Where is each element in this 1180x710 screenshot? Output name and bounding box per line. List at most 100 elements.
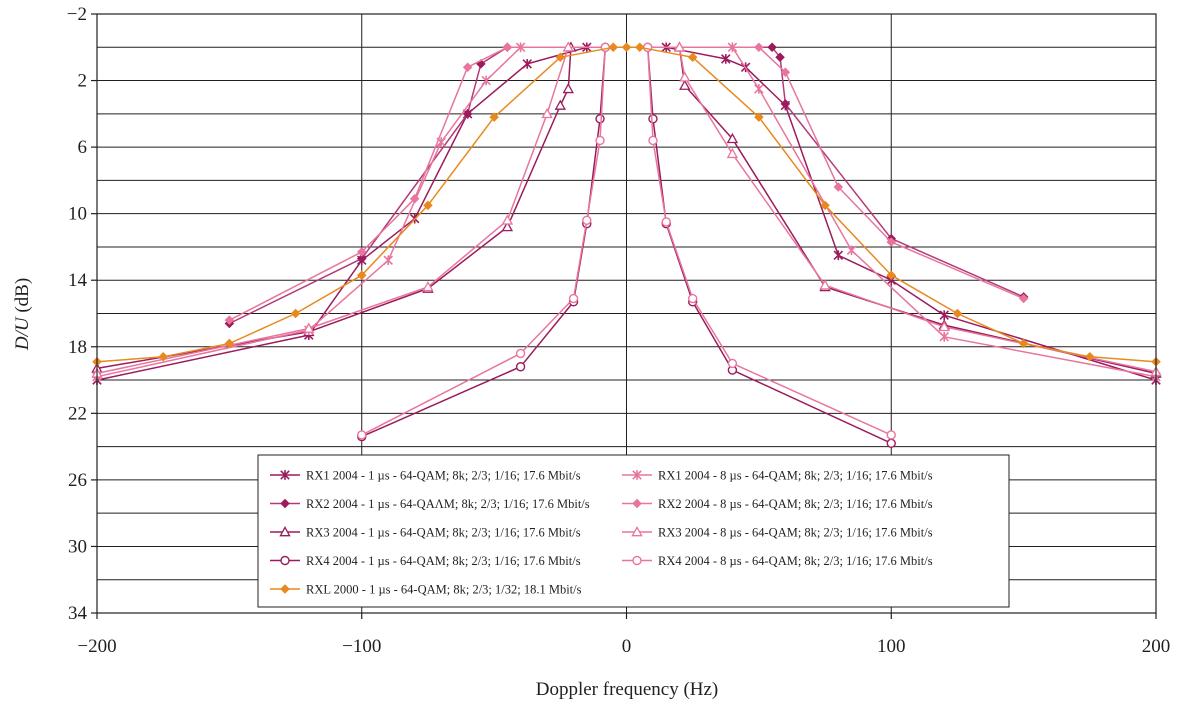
data-point — [1018, 293, 1029, 304]
data-point — [648, 135, 658, 146]
data-point — [303, 322, 315, 333]
data-point — [280, 498, 290, 509]
data-point — [356, 247, 367, 257]
legend-label: RX3 2004 - 1 µs - 64-QAM; 8k; 2/3; 1/16;… — [306, 526, 581, 540]
data-point — [501, 214, 514, 225]
y-tick-label: −2 — [67, 4, 87, 25]
data-point — [886, 270, 897, 280]
x-axis-title: Doppler frequency (Hz) — [536, 679, 719, 700]
y-tick-label: 30 — [68, 536, 87, 557]
y-tick-label: 6 — [78, 137, 88, 158]
x-tick-label: −200 — [77, 636, 116, 657]
data-point — [515, 362, 526, 372]
data-point — [939, 331, 949, 342]
legend-label: RX2 2004 - 8 µs - 64-QAM; 8k; 2/3; 1/16;… — [658, 497, 933, 511]
data-point — [775, 52, 785, 63]
data-point — [422, 280, 434, 292]
data-point — [726, 147, 739, 159]
data-point — [595, 135, 605, 146]
data-point — [632, 498, 642, 509]
y-tick-label: 2 — [78, 71, 88, 92]
data-point — [158, 351, 168, 362]
legend-label: RX4 2004 - 8 µs - 64-QAM; 8k; 2/3; 1/16;… — [658, 554, 933, 568]
y-axis-title-unit: (dB) — [12, 278, 33, 318]
data-point — [568, 293, 579, 304]
data-point — [726, 132, 739, 144]
data-point — [409, 193, 420, 204]
y-tick-label: 22 — [68, 403, 87, 424]
y-tick-label: 26 — [68, 470, 87, 491]
data-point — [767, 42, 777, 53]
legend-label: RX1 2004 - 1 µs - 64-QAM; 8k; 2/3; 1/16;… — [306, 469, 581, 483]
data-point — [423, 200, 433, 211]
data-point — [780, 99, 791, 109]
data-point — [357, 430, 367, 440]
data-point — [501, 221, 514, 232]
y-tick-label: 10 — [68, 204, 87, 225]
data-point — [290, 308, 301, 319]
legend-label: RX1 2004 - 8 µs - 64-QAM; 8k; 2/3; 1/16;… — [658, 469, 933, 483]
data-point — [541, 107, 553, 119]
data-point — [754, 84, 764, 94]
data-point — [721, 54, 731, 64]
legend-box — [257, 454, 1010, 608]
data-point — [383, 255, 393, 266]
y-tick-label: 34 — [68, 603, 88, 624]
data-point — [661, 217, 671, 227]
data-point — [780, 67, 791, 78]
data-point — [1018, 338, 1029, 349]
x-tick-label: 200 — [1142, 636, 1171, 657]
data-point — [632, 470, 642, 480]
legend-item: RX3 2004 - 1 µs - 64-QAM; 8k; 2/3; 1/16;… — [270, 526, 581, 540]
data-point — [621, 42, 632, 53]
data-point — [754, 112, 764, 122]
legend-label: RXL 2000 - 1 µs - 64-QAM; 8k; 2/3; 1/32;… — [306, 583, 582, 597]
legend-label: RX4 2004 - 1 µs - 64-QAM; 8k; 2/3; 1/16;… — [306, 554, 581, 568]
legend-item: RX2 2004 - 1 µs - 64-QAΛM; 8k; 2/3; 1/16… — [270, 497, 590, 511]
data-point — [754, 42, 764, 53]
data-point — [648, 114, 658, 124]
data-point — [555, 52, 566, 63]
data-point — [515, 348, 526, 359]
legend: RX1 2004 - 1 µs - 64-QAM; 8k; 2/3; 1/16;… — [257, 454, 1010, 608]
data-point — [727, 358, 738, 369]
legend-item: RX4 2004 - 1 µs - 64-QAM; 8k; 2/3; 1/16;… — [270, 554, 581, 568]
data-point — [489, 112, 499, 122]
data-point — [886, 430, 896, 440]
data-point — [462, 62, 473, 73]
data-point — [595, 114, 605, 124]
data-point — [833, 182, 844, 192]
data-point — [224, 315, 235, 325]
data-point — [820, 200, 830, 211]
data-point — [462, 109, 473, 119]
data-point — [562, 41, 574, 52]
data-point — [632, 555, 642, 566]
legend-item: RX4 2004 - 8 µs - 64-QAM; 8k; 2/3; 1/16;… — [622, 554, 933, 568]
data-point — [280, 555, 290, 566]
data-point — [846, 245, 857, 256]
data-point — [582, 215, 592, 226]
x-tick-label: 100 — [877, 636, 906, 657]
data-point — [1085, 351, 1095, 362]
data-point — [673, 41, 686, 52]
data-point — [939, 310, 949, 320]
data-point — [554, 99, 567, 110]
legend-item: RX1 2004 - 8 µs - 64-QAM; 8k; 2/3; 1/16;… — [622, 469, 933, 483]
legend-label: RX3 2004 - 8 µs - 64-QAM; 8k; 2/3; 1/16;… — [658, 526, 933, 540]
data-point — [679, 71, 691, 82]
legend-item: RXL 2000 - 1 µs - 64-QAM; 8k; 2/3; 1/32;… — [270, 583, 582, 597]
legend-label: RX2 2004 - 1 µs - 64-QAΛM; 8k; 2/3; 1/16… — [306, 497, 590, 511]
data-point — [280, 470, 290, 480]
data-point — [952, 308, 963, 319]
y-tick-label: 14 — [68, 270, 88, 291]
data-point — [886, 438, 896, 448]
x-tick-label: −100 — [342, 636, 381, 657]
legend-item: RX3 2004 - 8 µs - 64-QAM; 8k; 2/3; 1/16;… — [622, 526, 933, 540]
data-point — [481, 75, 491, 86]
data-point — [634, 42, 645, 53]
data-point — [608, 42, 619, 53]
data-point — [687, 293, 698, 304]
legend-item: RX2 2004 - 8 µs - 64-QAM; 8k; 2/3; 1/16;… — [622, 497, 933, 511]
